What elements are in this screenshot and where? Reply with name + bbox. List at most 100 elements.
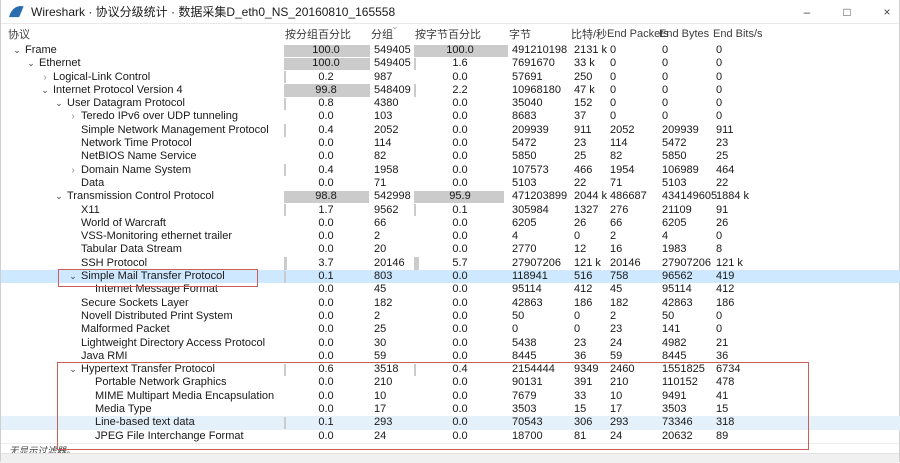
table-row[interactable]: SSH Protocol 3.7 20146 5.7 27907206 121 …: [1, 257, 900, 270]
table-row[interactable]: ⌄ Internet Protocol Version 4 99.8 54840…: [1, 84, 900, 97]
table-row[interactable]: Network Time Protocol 0.0 114 0.0 5472 2…: [1, 137, 900, 150]
end-bytes-cell: 1551825: [662, 363, 705, 376]
end-packets-cell: 758: [610, 270, 629, 283]
bytes-cell: 27907206: [512, 256, 561, 269]
table-row[interactable]: World of Warcraft 0.0 66 0.0 6205 26 66 …: [1, 217, 900, 230]
chevron-expanded-icon[interactable]: ⌄: [55, 191, 63, 202]
end-bits-cell: 22: [716, 176, 729, 189]
column-header-percent-packets[interactable]: 按分组百分比: [285, 29, 351, 41]
bytes-cell: 8683: [512, 110, 537, 123]
end-packets-cell: 24: [610, 429, 623, 442]
chevron-collapsed-icon[interactable]: ›: [71, 111, 75, 123]
percent-packets-cell: 0.8: [283, 97, 369, 110]
table-row[interactable]: Novell Distributed Print System 0.0 2 0.…: [1, 310, 900, 323]
column-header-end-packets[interactable]: End Packets: [607, 28, 669, 40]
table-row[interactable]: Java RMI 0.0 59 0.0 8445 36 59 8445 36: [1, 350, 900, 363]
chevron-expanded-icon[interactable]: ⌄: [41, 84, 49, 95]
percent-packets-cell: 0.0: [283, 310, 369, 323]
packets-cell: 10: [374, 389, 387, 402]
table-row[interactable]: Data 0.0 71 0.0 5103 22 71 5103 22: [1, 177, 900, 190]
table-row[interactable]: Media Type 0.0 17 0.0 3503 15 17 3503 15: [1, 403, 900, 416]
table-row[interactable]: › Domain Name System 0.4 1958 0.0 107573…: [1, 164, 900, 177]
bits-cell: 0: [574, 230, 581, 243]
percent-packets-value: 0.0: [318, 429, 334, 442]
bytes-cell: 90131: [512, 376, 543, 389]
percent-bytes-value: 0.0: [452, 70, 468, 83]
percent-bytes-cell: 0.0: [413, 137, 507, 150]
table-row[interactable]: Malformed Packet 0.0 25 0.0 0 0 23 141 0: [1, 323, 900, 336]
protocol-name: Simple Network Management Protocol: [81, 123, 269, 136]
end-bits-cell: 6734: [716, 363, 741, 376]
end-bytes-cell: 50: [662, 309, 675, 322]
table-row[interactable]: Line-based text data 0.1 293 0.0 70543 3…: [1, 416, 900, 430]
table-row[interactable]: › Logical-Link Control 0.2 987 0.0 57691…: [1, 71, 900, 84]
end-bits-cell: 0: [716, 309, 723, 322]
table-row[interactable]: Simple Network Management Protocol 0.4 2…: [1, 124, 900, 137]
end-bytes-cell: 0: [662, 83, 669, 96]
table-row[interactable]: ⌄ User Datagram Protocol 0.8 4380 0.0 35…: [1, 97, 900, 110]
end-bits-cell: 0: [716, 110, 723, 123]
table-row[interactable]: VSS-Monitoring ethernet trailer 0.0 2 0.…: [1, 230, 900, 243]
bits-cell: 33 k: [574, 57, 595, 70]
percent-bytes-cell: 0.4: [413, 363, 507, 376]
packets-cell: 82: [374, 150, 387, 163]
table-row[interactable]: Secure Sockets Layer 0.0 182 0.0 42863 1…: [1, 297, 900, 310]
table-row[interactable]: X11 1.7 9562 0.1 305984 1327 276 21109 9…: [1, 204, 900, 217]
chevron-collapsed-icon[interactable]: ›: [71, 164, 75, 176]
end-bytes-cell: 0: [662, 110, 669, 123]
chevron-expanded-icon[interactable]: ⌄: [55, 98, 63, 109]
bytes-cell: 70543: [512, 416, 543, 429]
column-header-end-bits[interactable]: End Bits/s: [713, 28, 763, 40]
chevron-collapsed-icon[interactable]: ›: [43, 71, 47, 83]
minimize-button[interactable]: –: [803, 4, 811, 19]
percent-packets-value: 0.0: [318, 150, 334, 163]
close-button[interactable]: ×: [883, 4, 891, 19]
column-header-protocol[interactable]: 协议: [8, 29, 30, 41]
percent-bytes-value: 0.0: [452, 296, 468, 309]
table-row[interactable]: Lightweight Directory Access Protocol 0.…: [1, 337, 900, 350]
bytes-cell: 118941: [512, 270, 548, 283]
table-row[interactable]: Portable Network Graphics 0.0 210 0.0 90…: [1, 376, 900, 389]
bits-cell: 152: [574, 97, 593, 110]
table-row[interactable]: MIME Multipart Media Encapsulation 0.0 1…: [1, 390, 900, 403]
table-row[interactable]: ⌄ Hypertext Transfer Protocol 0.6 3518 0…: [1, 363, 900, 376]
percent-packets-value: 98.8: [315, 190, 337, 203]
percent-packets-value: 0.0: [318, 323, 334, 336]
packets-cell: 803: [374, 270, 393, 283]
bytes-cell: 209939: [512, 123, 549, 136]
percent-packets-cell: 0.0: [283, 150, 369, 163]
end-bytes-cell: 6205: [662, 216, 687, 229]
table-row[interactable]: ⌄ Frame 100.0 549405 100.0 491210198 213…: [1, 44, 900, 57]
table-row[interactable]: Internet Message Format 0.0 45 0.0 95114…: [1, 283, 900, 296]
bits-cell: 516: [574, 270, 593, 283]
chevron-expanded-icon[interactable]: ⌄: [27, 58, 35, 69]
end-bytes-cell: 42863: [662, 296, 693, 309]
table-row[interactable]: NetBIOS Name Service 0.0 82 0.0 5850 25 …: [1, 150, 900, 163]
end-bits-cell: 1884 k: [716, 190, 750, 203]
table-row[interactable]: ⌄ Transmission Control Protocol 98.8 542…: [1, 190, 900, 204]
column-header-percent-bytes[interactable]: 按字节百分比: [415, 29, 481, 41]
percent-bytes-cell: 0.0: [413, 150, 507, 163]
percent-bytes-cell: 5.7: [413, 257, 507, 270]
chevron-expanded-icon[interactable]: ⌄: [69, 364, 77, 375]
table-row[interactable]: ⌄ Simple Mail Transfer Protocol 0.1 803 …: [1, 270, 900, 284]
percent-bytes-cell: 0.0: [413, 283, 507, 296]
table-row[interactable]: › Teredo IPv6 over UDP tunneling 0.0 103…: [1, 110, 900, 123]
column-header-bits[interactable]: 比特/秒: [571, 29, 608, 41]
percent-packets-cell: 0.4: [283, 164, 369, 177]
chevron-expanded-icon[interactable]: ⌄: [69, 271, 77, 282]
packets-cell: 542998: [374, 190, 411, 203]
column-header-packets[interactable]: 分组: [371, 29, 393, 41]
percent-bytes-bar: [414, 257, 420, 270]
percent-packets-value: 0.6: [318, 363, 334, 376]
column-header-bytes[interactable]: 字节: [509, 29, 531, 41]
table-row[interactable]: JPEG File Interchange Format 0.0 24 0.0 …: [1, 430, 900, 443]
chevron-expanded-icon[interactable]: ⌄: [13, 45, 21, 55]
table-row[interactable]: Tabular Data Stream 0.0 20 0.0 2770 12 1…: [1, 243, 900, 256]
percent-packets-value: 100.0: [312, 44, 340, 56]
percent-bytes-cell: 0.0: [413, 230, 507, 243]
column-header-end-bytes[interactable]: End Bytes: [659, 28, 710, 40]
packets-cell: 17: [374, 403, 387, 416]
table-row[interactable]: ⌄ Ethernet 100.0 549405 1.6 7691670 33 k…: [1, 57, 900, 71]
maximize-button[interactable]: □: [843, 4, 851, 19]
